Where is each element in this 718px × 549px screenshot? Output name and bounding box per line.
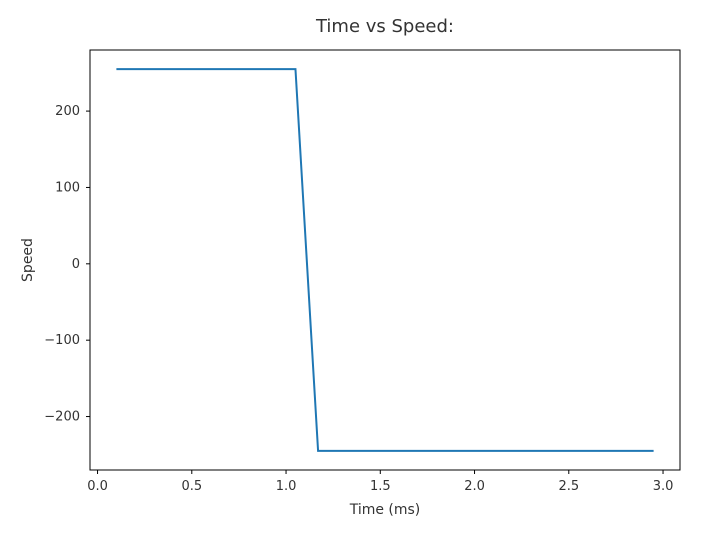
x-tick-label: 1.0: [276, 479, 297, 494]
x-tick-label: 3.0: [653, 479, 674, 494]
x-tick-label: 2.5: [558, 479, 579, 494]
y-tick-label: 200: [55, 104, 80, 119]
chart-title: Time vs Speed:: [315, 16, 454, 37]
x-tick-label: 2.0: [464, 479, 485, 494]
y-axis-label: Speed: [20, 238, 36, 282]
x-tick-label: 1.5: [370, 479, 391, 494]
x-tick-label: 0.5: [181, 479, 202, 494]
y-tick-label: 0: [72, 257, 80, 272]
chart-svg: 0.0 0.5 1.0 1.5 2.0 2.5 3.0 −200 −100 0 100 200 Ti…: [0, 0, 718, 549]
y-tick-label: −200: [44, 410, 80, 425]
line-chart: 0.0 0.5 1.0 1.5 2.0 2.5 3.0 −200 −100 0 100 200 Ti…: [0, 0, 718, 549]
chart-background: [0, 0, 718, 549]
y-tick-label: −100: [44, 333, 80, 348]
x-axis-label: Time (ms): [349, 502, 421, 518]
y-tick-label: 100: [55, 180, 80, 195]
x-tick-label: 0.0: [87, 479, 108, 494]
